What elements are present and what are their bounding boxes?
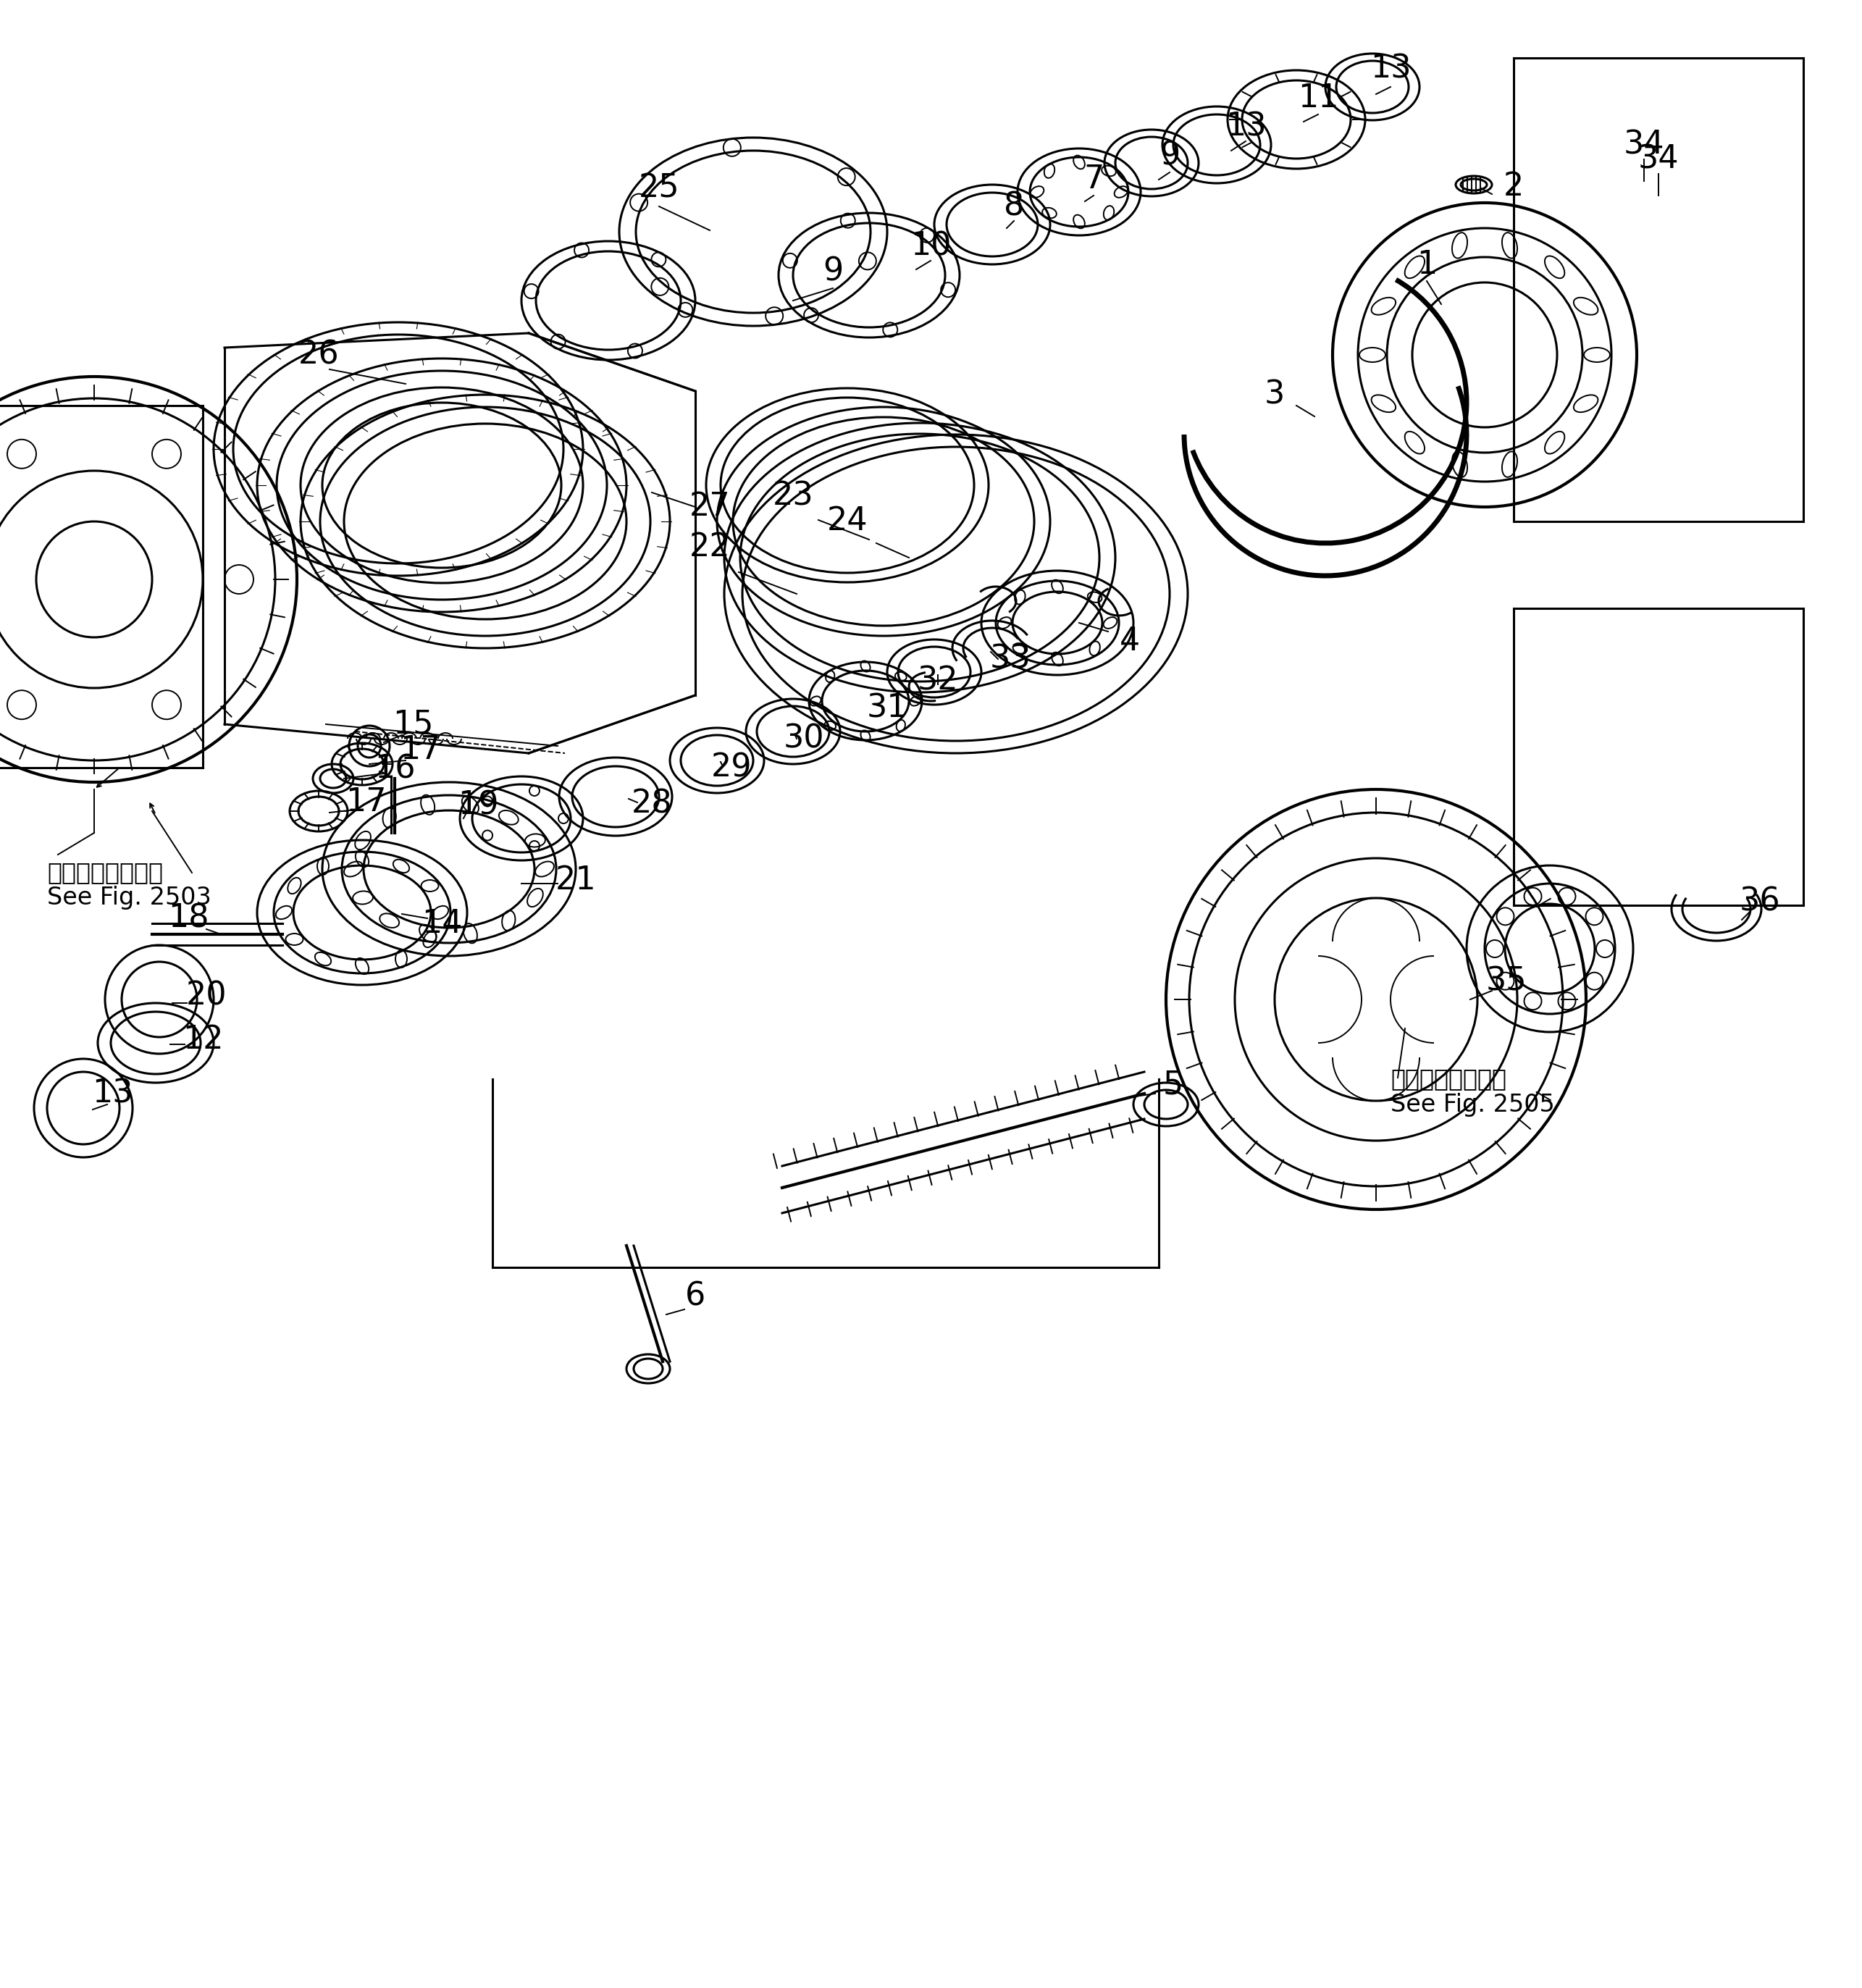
Text: See Fig. 2505: See Fig. 2505 bbox=[1391, 1093, 1555, 1117]
Text: 5: 5 bbox=[1164, 1070, 1184, 1101]
Text: 13: 13 bbox=[1225, 111, 1266, 143]
Text: 2: 2 bbox=[1503, 171, 1523, 203]
Text: 第２５０３図参照: 第２５０３図参照 bbox=[47, 861, 164, 885]
Text: 34: 34 bbox=[1639, 143, 1680, 175]
Text: 18: 18 bbox=[168, 903, 209, 934]
Text: 31: 31 bbox=[866, 692, 907, 724]
Text: 23: 23 bbox=[773, 481, 814, 511]
Text: 12: 12 bbox=[182, 1024, 223, 1056]
Text: 16: 16 bbox=[374, 753, 415, 785]
Text: 11: 11 bbox=[1298, 82, 1339, 113]
Text: 21: 21 bbox=[555, 865, 596, 895]
Text: 13: 13 bbox=[91, 1077, 132, 1109]
Text: See Fig. 2503: See Fig. 2503 bbox=[47, 887, 210, 911]
Text: 8: 8 bbox=[1004, 191, 1024, 223]
Text: 26: 26 bbox=[298, 340, 339, 370]
Text: 17: 17 bbox=[400, 734, 441, 765]
Text: 36: 36 bbox=[1739, 887, 1780, 916]
Text: 17: 17 bbox=[344, 787, 385, 817]
Text: 9: 9 bbox=[1160, 139, 1181, 171]
Text: 13: 13 bbox=[1370, 54, 1411, 83]
Text: 15: 15 bbox=[393, 708, 434, 740]
Text: 28: 28 bbox=[631, 789, 672, 819]
Text: 22: 22 bbox=[689, 531, 730, 563]
Text: 19: 19 bbox=[458, 789, 499, 821]
Text: 24: 24 bbox=[827, 505, 868, 537]
Text: 25: 25 bbox=[639, 173, 680, 205]
Text: 9: 9 bbox=[823, 256, 843, 286]
Text: 14: 14 bbox=[421, 909, 462, 938]
Text: 6: 6 bbox=[685, 1280, 706, 1312]
Text: 30: 30 bbox=[784, 724, 825, 753]
Text: 29: 29 bbox=[711, 751, 752, 783]
Text: 33: 33 bbox=[991, 644, 1032, 674]
Text: 35: 35 bbox=[1486, 966, 1527, 996]
Text: 1: 1 bbox=[1417, 248, 1437, 280]
Text: 4: 4 bbox=[1119, 626, 1140, 656]
Text: 27: 27 bbox=[689, 491, 730, 523]
Text: 34: 34 bbox=[1624, 129, 1665, 161]
Text: 20: 20 bbox=[186, 980, 227, 1012]
Text: 第２５０５図参照: 第２５０５図参照 bbox=[1391, 1068, 1506, 1091]
Text: 32: 32 bbox=[918, 666, 959, 696]
Text: 10: 10 bbox=[911, 231, 951, 262]
Text: 7: 7 bbox=[1084, 165, 1104, 195]
Text: 3: 3 bbox=[1264, 380, 1285, 410]
